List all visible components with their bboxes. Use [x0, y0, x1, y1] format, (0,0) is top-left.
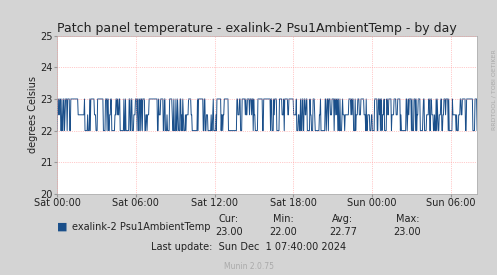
Text: exalink-2 Psu1AmbientTemp: exalink-2 Psu1AmbientTemp	[72, 222, 211, 232]
Text: Patch panel temperature - exalink-2 Psu1AmbientTemp - by day: Patch panel temperature - exalink-2 Psu1…	[57, 21, 457, 35]
Text: 23.00: 23.00	[394, 227, 421, 237]
Text: Last update:  Sun Dec  1 07:40:00 2024: Last update: Sun Dec 1 07:40:00 2024	[151, 243, 346, 252]
Y-axis label: degrees Celsius: degrees Celsius	[28, 76, 38, 153]
Text: 23.00: 23.00	[215, 227, 243, 237]
Text: 22.77: 22.77	[329, 227, 357, 237]
Text: Min:: Min:	[273, 214, 294, 224]
Text: RRDTOOL / TOBI OETIKER: RRDTOOL / TOBI OETIKER	[491, 50, 496, 130]
Text: ■: ■	[57, 222, 68, 232]
Text: Max:: Max:	[396, 214, 419, 224]
Text: 22.00: 22.00	[269, 227, 297, 237]
Text: Avg:: Avg:	[332, 214, 353, 224]
Text: Munin 2.0.75: Munin 2.0.75	[224, 262, 273, 271]
Text: Cur:: Cur:	[219, 214, 239, 224]
